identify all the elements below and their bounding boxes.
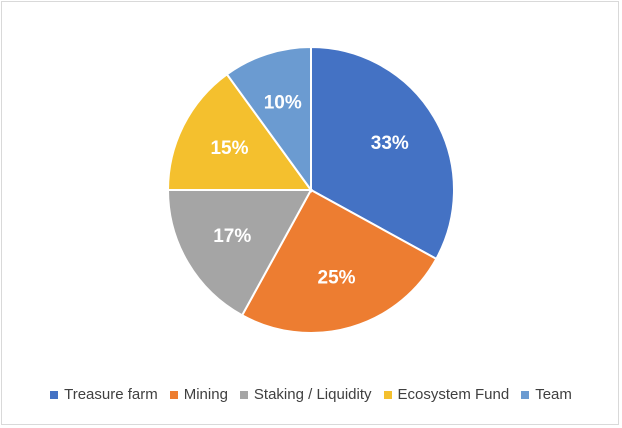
data-label-team: 10% <box>264 92 302 113</box>
data-label-staking-liquidity: 17% <box>213 226 251 247</box>
legend-swatch-staking-liquidity <box>239 390 248 399</box>
legend-label-ecosystem-fund: Ecosystem Fund <box>397 386 510 403</box>
pie-slice-team[interactable] <box>225 45 312 194</box>
legend-swatch-ecosystem-fund <box>383 390 392 399</box>
legend-item-staking-liquidity[interactable]: Staking / Liquidity <box>239 386 372 403</box>
legend-swatch-team <box>521 390 530 399</box>
pie-slices <box>166 45 455 334</box>
legend-label-mining: Mining <box>183 386 228 403</box>
pie-slice-ecosystem-fund[interactable] <box>166 72 313 191</box>
legend-item-ecosystem-fund[interactable]: Ecosystem Fund <box>383 386 510 403</box>
data-label-ecosystem-fund: 15% <box>210 138 248 159</box>
pie-labels: 33% 25% 17% 15% 10% <box>210 92 408 288</box>
pie-slice-staking-liquidity[interactable] <box>166 189 313 317</box>
legend: Treasure farm Mining Staking / Liquidity… <box>0 386 622 403</box>
legend-label-treasure-farm: Treasure farm <box>64 386 158 403</box>
legend-label-staking-liquidity: Staking / Liquidity <box>253 386 372 403</box>
pie-slice-mining[interactable] <box>240 188 438 334</box>
pie-slice-treasure-farm[interactable] <box>310 45 455 261</box>
legend-swatch-mining <box>169 390 178 399</box>
data-label-treasure-farm: 33% <box>371 133 409 154</box>
legend-item-mining[interactable]: Mining <box>169 386 228 403</box>
data-label-mining: 25% <box>318 267 356 288</box>
legend-item-treasure-farm[interactable]: Treasure farm <box>50 386 158 403</box>
legend-label-team: Team <box>535 386 572 403</box>
legend-swatch-treasure-farm <box>50 390 59 399</box>
legend-item-team[interactable]: Team <box>521 386 572 403</box>
